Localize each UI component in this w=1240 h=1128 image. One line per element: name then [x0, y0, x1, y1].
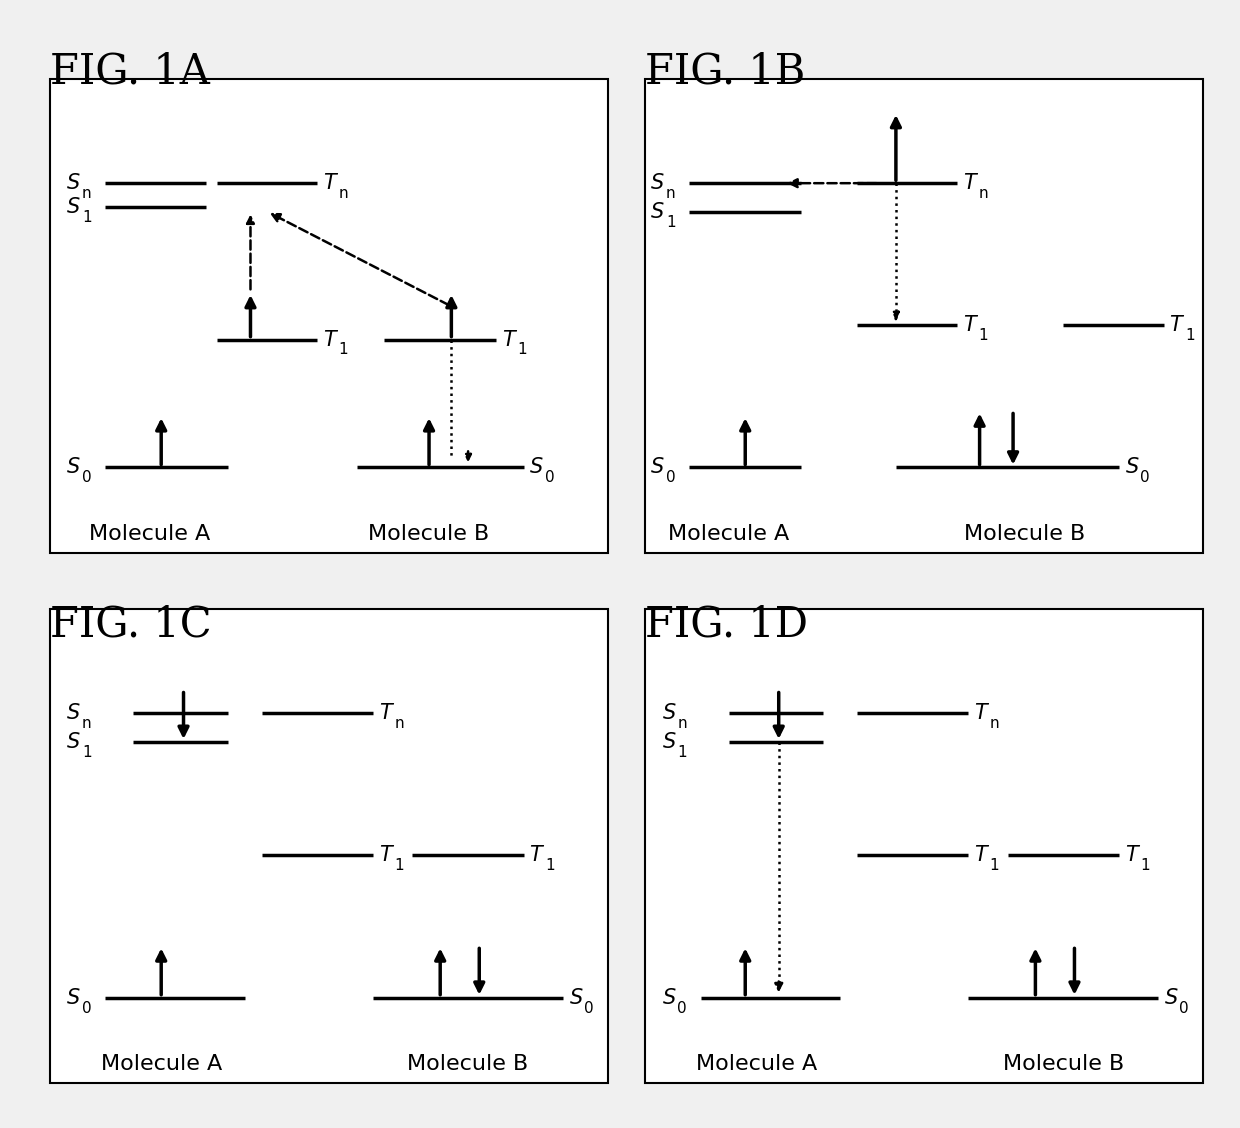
Text: $S$: $S$ — [67, 197, 81, 217]
Text: $S$: $S$ — [67, 732, 81, 751]
Text: 1: 1 — [666, 214, 676, 229]
Text: 1: 1 — [1185, 328, 1194, 343]
Text: n: n — [339, 186, 348, 201]
Text: $S$: $S$ — [662, 988, 676, 1007]
Text: 0: 0 — [82, 470, 92, 485]
Text: $S$: $S$ — [529, 458, 544, 477]
Text: Molecule A: Molecule A — [89, 523, 211, 544]
Text: 1: 1 — [82, 210, 92, 224]
Text: 0: 0 — [677, 1001, 687, 1015]
Text: Molecule B: Molecule B — [1003, 1054, 1123, 1074]
Text: 1: 1 — [517, 343, 527, 358]
Text: $T$: $T$ — [975, 846, 990, 865]
Text: n: n — [990, 716, 999, 731]
Text: $S$: $S$ — [662, 704, 676, 723]
Text: 0: 0 — [546, 470, 554, 485]
Text: $T$: $T$ — [1169, 316, 1185, 335]
Text: $T$: $T$ — [962, 316, 978, 335]
Text: 1: 1 — [978, 328, 988, 343]
Text: n: n — [82, 716, 92, 731]
Text: $S$: $S$ — [651, 202, 665, 221]
Text: Molecule A: Molecule A — [696, 1054, 817, 1074]
Text: Molecule B: Molecule B — [963, 523, 1085, 544]
Text: $S$: $S$ — [662, 732, 676, 751]
Text: FIG. 1B: FIG. 1B — [645, 51, 805, 92]
Text: $S$: $S$ — [1125, 458, 1140, 477]
Text: FIG. 1A: FIG. 1A — [50, 51, 210, 92]
Text: Molecule A: Molecule A — [100, 1054, 222, 1074]
Text: 1: 1 — [546, 858, 554, 873]
Text: n: n — [666, 186, 676, 201]
Text: $T$: $T$ — [379, 704, 394, 723]
Text: Molecule A: Molecule A — [668, 523, 789, 544]
Text: 1: 1 — [990, 858, 999, 873]
Text: n: n — [978, 186, 988, 201]
Text: $S$: $S$ — [651, 458, 665, 477]
Text: $S$: $S$ — [67, 458, 81, 477]
Text: $S$: $S$ — [651, 174, 665, 193]
Text: $S$: $S$ — [67, 988, 81, 1007]
Text: $T$: $T$ — [379, 846, 394, 865]
Text: 0: 0 — [1141, 470, 1149, 485]
Text: 0: 0 — [82, 1001, 92, 1015]
Text: $T$: $T$ — [322, 329, 339, 350]
Text: $S$: $S$ — [67, 704, 81, 723]
Text: 1: 1 — [394, 858, 404, 873]
Text: 1: 1 — [677, 744, 687, 759]
Text: 1: 1 — [339, 343, 348, 358]
Text: $T$: $T$ — [529, 846, 546, 865]
Text: $T$: $T$ — [501, 329, 517, 350]
Text: FIG. 1D: FIG. 1D — [645, 603, 807, 645]
Text: n: n — [82, 186, 92, 201]
Text: 0: 0 — [584, 1001, 594, 1015]
Text: Molecule B: Molecule B — [368, 523, 490, 544]
Text: $T$: $T$ — [962, 174, 978, 193]
Text: n: n — [677, 716, 687, 731]
Text: $S$: $S$ — [1163, 988, 1178, 1007]
Text: Molecule B: Molecule B — [408, 1054, 528, 1074]
Text: FIG. 1C: FIG. 1C — [50, 603, 211, 645]
Text: $S$: $S$ — [67, 174, 81, 193]
Text: $T$: $T$ — [322, 174, 339, 193]
Text: 0: 0 — [666, 470, 676, 485]
Text: 0: 0 — [1179, 1001, 1189, 1015]
Text: n: n — [394, 716, 404, 731]
Text: $T$: $T$ — [975, 704, 990, 723]
Text: $S$: $S$ — [569, 988, 583, 1007]
Text: 1: 1 — [1141, 858, 1149, 873]
Text: $T$: $T$ — [1125, 846, 1141, 865]
Text: 1: 1 — [82, 744, 92, 759]
